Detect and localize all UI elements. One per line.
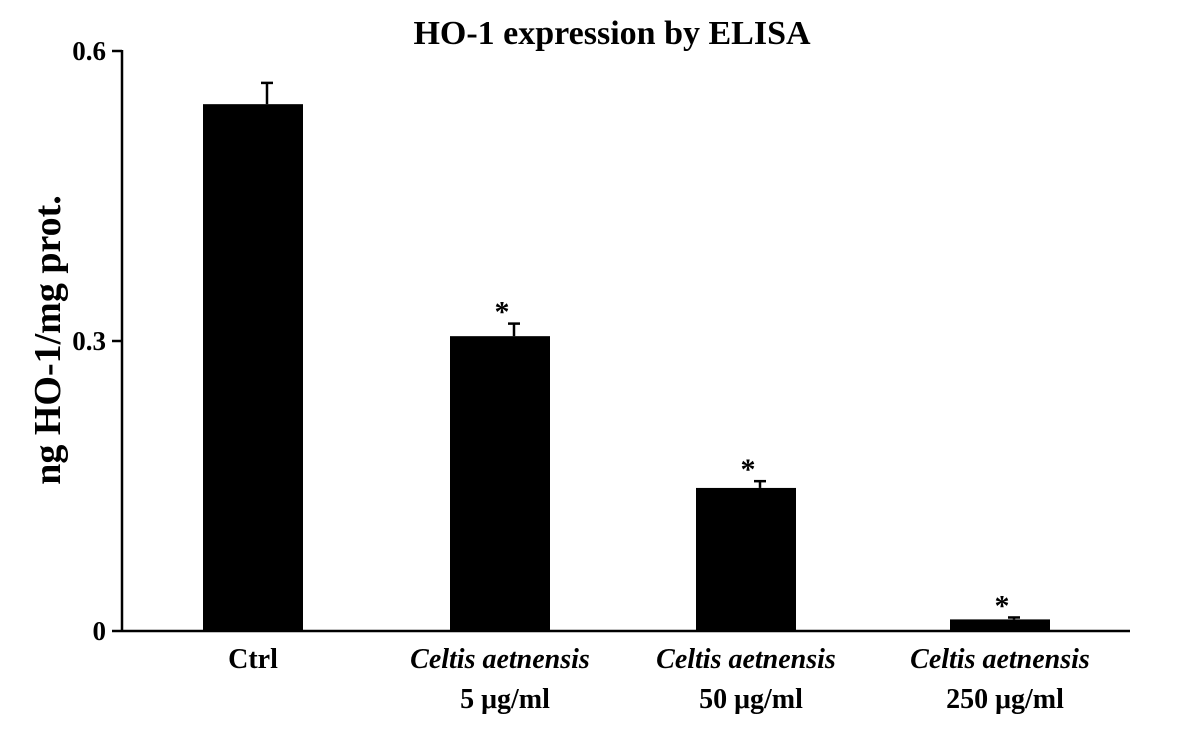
significance-marker: * bbox=[995, 589, 1010, 622]
bar bbox=[696, 487, 796, 631]
chart-title: HO-1 expression by ELISA bbox=[413, 15, 811, 52]
y-axis-label: ng HO-1/mg prot. bbox=[27, 195, 69, 485]
bar bbox=[450, 336, 550, 631]
bar bbox=[950, 619, 1050, 631]
bar bbox=[203, 104, 303, 631]
category-label: Celtis aetnensis bbox=[656, 644, 836, 675]
y-tick-label: 0 bbox=[93, 616, 107, 646]
significance-marker: * bbox=[741, 453, 756, 486]
y-tick-label: 0.3 bbox=[72, 326, 106, 356]
category-labels: Ctrl Celtis aetnensis 5 μg/ml Celtis aetnen… bbox=[228, 644, 1090, 715]
category-label: Celtis aetnensis bbox=[410, 644, 590, 675]
category-label: Ctrl bbox=[228, 644, 278, 675]
significance-marker: * bbox=[495, 296, 510, 329]
category-dose-label: 50 μg/ml bbox=[699, 684, 803, 715]
y-tick-label: 0.6 bbox=[72, 36, 106, 66]
category-dose-label: 250 μg/ml bbox=[946, 684, 1064, 715]
category-dose-label: 5 μg/ml bbox=[460, 684, 550, 715]
bars: * * * bbox=[203, 81, 1050, 631]
category-label: Celtis aetnensis bbox=[910, 644, 1090, 675]
